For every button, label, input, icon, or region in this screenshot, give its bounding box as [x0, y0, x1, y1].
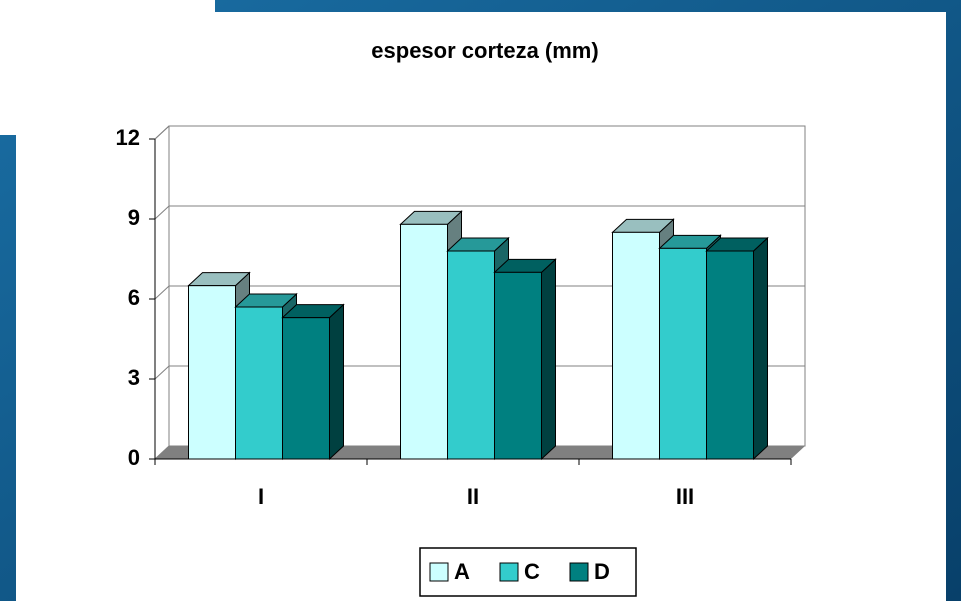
bar	[659, 247, 707, 460]
bar	[400, 223, 448, 460]
y-tick-label: 3	[128, 365, 140, 390]
panel-corner	[0, 0, 215, 135]
chart-title: espesor corteza (mm)	[371, 38, 598, 63]
y-tick-label: 12	[116, 125, 140, 150]
bar	[494, 271, 542, 460]
bar	[188, 285, 236, 460]
grid-line	[154, 285, 170, 300]
legend-label: A	[454, 559, 470, 584]
grid-line	[154, 365, 170, 380]
grid-line	[154, 125, 170, 140]
grid-line	[154, 205, 170, 220]
legend-swatch	[569, 562, 589, 582]
y-tick-label: 9	[128, 205, 140, 230]
x-tick-label: I	[258, 484, 264, 509]
legend-swatch	[499, 562, 519, 582]
y-tick-label: 0	[128, 445, 140, 470]
legend-swatch	[429, 562, 449, 582]
legend-label: D	[594, 559, 610, 584]
y-tick-label: 6	[128, 285, 140, 310]
bar-side	[329, 303, 344, 461]
legend	[419, 547, 637, 597]
x-tick-label: II	[467, 484, 479, 509]
bar	[447, 250, 495, 460]
bar	[612, 231, 660, 460]
x-tick-label: III	[676, 484, 694, 509]
legend-label: C	[524, 559, 540, 584]
bar	[235, 306, 283, 460]
bar-side	[541, 258, 556, 461]
bar	[282, 317, 330, 460]
bar-side	[753, 236, 768, 461]
bar	[706, 250, 754, 460]
